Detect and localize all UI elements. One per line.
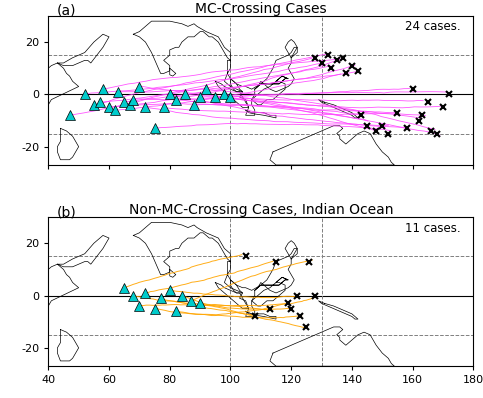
Text: 11 cases.: 11 cases.	[405, 222, 461, 234]
Title: MC-Crossing Cases: MC-Crossing Cases	[195, 2, 327, 16]
Text: (b): (b)	[57, 205, 76, 219]
Text: (a): (a)	[57, 4, 76, 18]
Title: Non-MC-Crossing Cases, Indian Ocean: Non-MC-Crossing Cases, Indian Ocean	[128, 203, 393, 217]
Text: 24 cases.: 24 cases.	[405, 20, 461, 33]
